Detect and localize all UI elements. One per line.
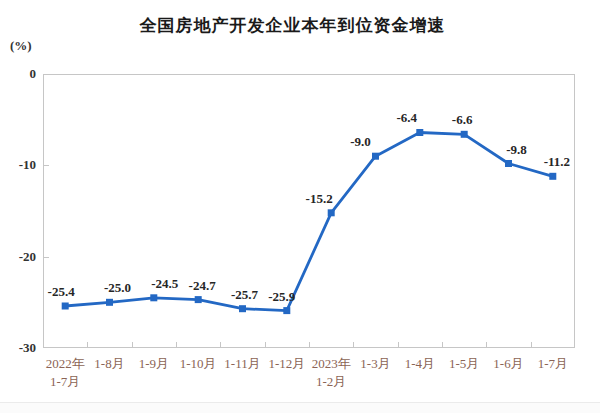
data-point-marker bbox=[461, 131, 468, 138]
data-point-marker bbox=[328, 209, 335, 216]
data-point-label: -24.7 bbox=[189, 278, 216, 294]
data-point-marker bbox=[416, 129, 423, 136]
data-point-marker bbox=[62, 303, 69, 310]
data-point-label: -9.0 bbox=[350, 134, 371, 150]
data-point-marker bbox=[505, 160, 512, 167]
data-point-label: -6.6 bbox=[452, 112, 473, 128]
data-point-marker bbox=[195, 296, 202, 303]
data-point-marker bbox=[106, 299, 113, 306]
data-point-marker bbox=[549, 173, 556, 180]
page-bottom-divider bbox=[0, 402, 600, 413]
line-series-layer bbox=[0, 0, 600, 413]
data-point-label: -25.9 bbox=[268, 289, 295, 305]
data-point-label: -24.5 bbox=[151, 276, 178, 292]
data-point-label: -25.4 bbox=[48, 284, 75, 300]
data-point-label: -15.2 bbox=[306, 191, 333, 207]
series-line bbox=[65, 133, 553, 311]
data-point-marker bbox=[372, 153, 379, 160]
data-point-marker bbox=[150, 294, 157, 301]
data-point-label: -11.2 bbox=[544, 154, 570, 170]
data-point-label: -25.7 bbox=[231, 287, 258, 303]
funds-growth-chart: 全国房地产开发企业本年到位资金增速 (%) 0-10-20-302022年 1-… bbox=[0, 0, 600, 413]
data-point-marker bbox=[283, 307, 290, 314]
data-point-label: -6.4 bbox=[397, 110, 418, 126]
data-point-label: -9.8 bbox=[506, 142, 527, 158]
data-point-label: -25.0 bbox=[104, 280, 131, 296]
data-point-marker bbox=[239, 305, 246, 312]
